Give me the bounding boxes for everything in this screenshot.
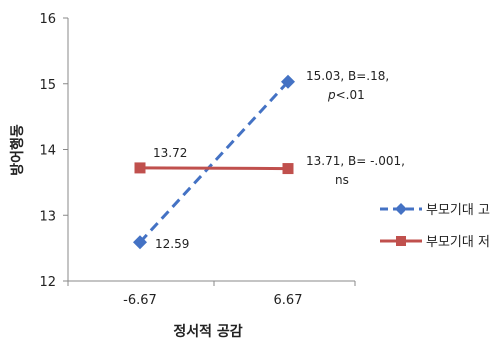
- data-label-s0-p1: 15.03, B=.18, p<.01: [306, 69, 393, 102]
- marker-s1-p0: [134, 162, 146, 174]
- series-layer: [133, 74, 295, 250]
- series-line-1: [139, 166, 289, 171]
- data-label-s0-p1-line1: 15.03, B=.18,: [306, 69, 389, 83]
- y-tick-label: 14: [39, 144, 56, 159]
- data-label-s1-p0: 13.72: [153, 146, 187, 160]
- data-label-s1-p1-line1: 13.71, B= -.001,: [306, 154, 405, 168]
- series-line-0: [138, 80, 290, 244]
- x-tick-labels: -6.67 6.67: [123, 293, 302, 308]
- data-label-s1-p1-line2: ns: [335, 173, 349, 187]
- legend-marker-0: [395, 203, 407, 215]
- x-tick-label: -6.67: [123, 293, 157, 308]
- y-tick-label: 12: [39, 275, 56, 290]
- y-tick-label: 15: [39, 78, 56, 93]
- legend-marker-1: [396, 236, 406, 246]
- marker-s0-p1: [281, 74, 295, 89]
- marker-s0-p0: [133, 235, 147, 250]
- data-labels: 12.59 15.03, B=.18, p<.01 13.72 13.71, B…: [153, 69, 409, 251]
- data-label-s0-p0: 12.59: [155, 237, 189, 251]
- axis-titles: 정서적 공감 방어행동: [9, 124, 243, 340]
- y-tick-label: 16: [39, 12, 56, 27]
- marker-s1-p1: [282, 163, 294, 175]
- y-tick-labels: 12 13 14 15 16: [39, 12, 56, 290]
- axes: [63, 17, 356, 286]
- data-label-s1-p1: 13.71, B= -.001, ns: [306, 154, 409, 187]
- y-tick-label: 13: [39, 209, 56, 224]
- x-axis-title: 정서적 공감: [173, 323, 242, 340]
- legend-label-1: 부모기대 저: [426, 235, 490, 250]
- legend-label-0: 부모기대 고: [426, 203, 490, 218]
- data-label-s0-p1-line2: p<.01: [327, 88, 365, 102]
- y-axis-title: 방어행동: [9, 124, 26, 176]
- x-tick-label: 6.67: [274, 293, 303, 308]
